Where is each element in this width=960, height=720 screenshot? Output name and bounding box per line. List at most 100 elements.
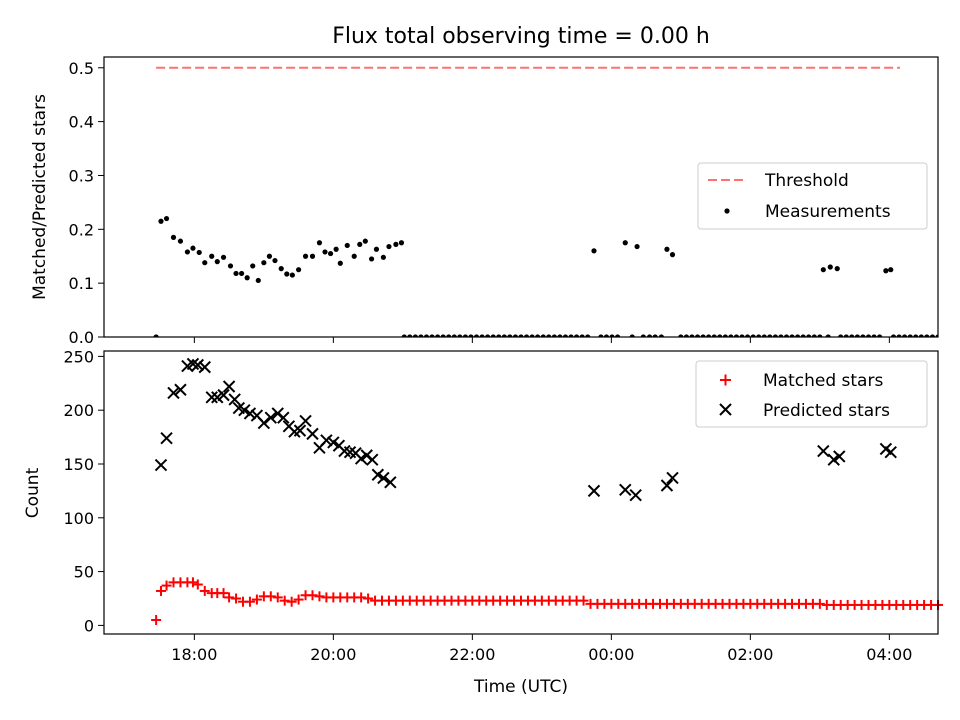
predicted-star-marker	[222, 380, 236, 393]
measurement-point	[468, 334, 474, 337]
matched-star-marker	[356, 592, 367, 603]
measurement-point	[941, 272, 946, 277]
predicted-star-marker	[371, 468, 385, 481]
measurement-point	[393, 241, 399, 247]
measurement-point	[913, 334, 919, 337]
predicted-star-marker	[660, 479, 674, 492]
measurement-point	[209, 253, 215, 259]
measurement-point	[255, 277, 261, 284]
measurement-point	[344, 242, 350, 249]
measurement-point	[429, 334, 435, 337]
measurement-point	[834, 266, 840, 272]
measurement-point	[669, 252, 676, 258]
chart-title: Flux total observing time = 0.00 h	[332, 24, 710, 49]
top-legend: Threshold Measurements	[697, 162, 928, 230]
measurement-point	[496, 334, 502, 337]
measurement-point	[706, 334, 712, 337]
measurement-point	[309, 253, 316, 259]
measurement-point	[615, 334, 621, 337]
measurement-point	[579, 334, 585, 337]
matched-star-marker	[814, 598, 825, 609]
predicted-star-marker	[228, 393, 241, 406]
legend-threshold-label: Threshold	[764, 171, 849, 191]
predicted-star-marker	[217, 388, 230, 402]
top-ytick-label: 0.5	[69, 59, 94, 78]
measurement-point	[772, 334, 778, 337]
predicted-star-marker	[327, 436, 340, 449]
measurement-point	[446, 334, 452, 337]
measurement-point	[849, 334, 855, 337]
measurement-point	[629, 334, 635, 337]
predicted-star-marker	[377, 471, 390, 485]
measurement-point	[683, 334, 690, 337]
measurement-point	[929, 334, 936, 337]
measurement-point	[362, 238, 368, 244]
measurement-point	[562, 334, 569, 337]
measurement-point	[843, 334, 849, 337]
measurement-point	[955, 334, 960, 339]
measurement-point	[640, 334, 646, 337]
measurement-point	[337, 260, 343, 266]
bottom-ytick-label: 250	[63, 347, 94, 366]
measurement-point	[902, 334, 908, 337]
matched-star-marker	[286, 596, 297, 607]
measurement-point	[479, 334, 485, 337]
measurement-point	[535, 334, 541, 337]
measurement-point	[694, 334, 701, 337]
predicted-star-marker	[629, 488, 642, 502]
legend-matched-swatch	[720, 374, 731, 386]
bottom-legend: Matched stars Predicted stars	[695, 360, 928, 428]
measurement-point	[585, 334, 591, 337]
measurement-point	[568, 334, 574, 337]
measurement-point	[546, 334, 552, 337]
bottom-xtick-label: 18:00	[171, 645, 217, 664]
predicted-star-marker	[205, 391, 218, 404]
measurement-point	[717, 334, 723, 337]
measurement-point	[170, 234, 177, 240]
bottom-axis-ticks: 0 50 100 150 200 250 18:00 20:00 22:00 00:00 02:00…	[63, 347, 912, 664]
measurement-point	[507, 334, 513, 337]
measurement-point	[490, 334, 496, 337]
measurement-point	[272, 257, 278, 264]
measurement-point	[935, 334, 938, 337]
bottom-ytick-label: 100	[63, 509, 94, 528]
top-ytick-label: 0.2	[69, 220, 94, 239]
measurement-point	[598, 334, 604, 337]
measurement-point	[890, 334, 897, 337]
measurement-point	[333, 246, 339, 252]
measurement-point	[418, 334, 424, 337]
predicted-star-marker	[384, 476, 397, 489]
bottom-xtick-label: 20:00	[310, 645, 356, 664]
predicted-star-marker	[666, 471, 679, 485]
matched-star-marker	[224, 592, 235, 603]
measurement-point	[700, 334, 706, 337]
measurement-point	[401, 334, 407, 337]
bottom-ylabel: Count	[23, 467, 43, 518]
predicted-star-marker	[827, 453, 840, 466]
measurement-point	[733, 334, 740, 337]
predicted-star-marker	[167, 386, 180, 400]
measurement-point	[473, 334, 480, 337]
measurement-point	[386, 243, 392, 250]
matched-star-marker	[314, 591, 325, 602]
bottom-xlabel: Time (UTC)	[473, 677, 568, 697]
predicted-star-marker	[587, 484, 601, 498]
measurement-point	[634, 243, 640, 250]
measurement-point	[284, 271, 290, 277]
measurement-point	[239, 270, 245, 277]
measurement-point	[351, 253, 357, 259]
measurement-point	[380, 254, 386, 260]
bottom-ytick-label: 150	[63, 455, 94, 474]
top-marks	[153, 66, 960, 339]
measurement-point	[820, 267, 826, 273]
measurement-point	[357, 241, 363, 247]
measurement-point	[184, 249, 190, 255]
measurement-point	[817, 334, 823, 337]
predicted-star-marker	[293, 424, 307, 437]
legend-measurements-swatch	[724, 208, 730, 214]
measurement-point	[529, 334, 535, 337]
measurement-point	[407, 334, 413, 337]
measurement-point	[711, 334, 717, 337]
predicted-star-marker	[160, 431, 173, 445]
